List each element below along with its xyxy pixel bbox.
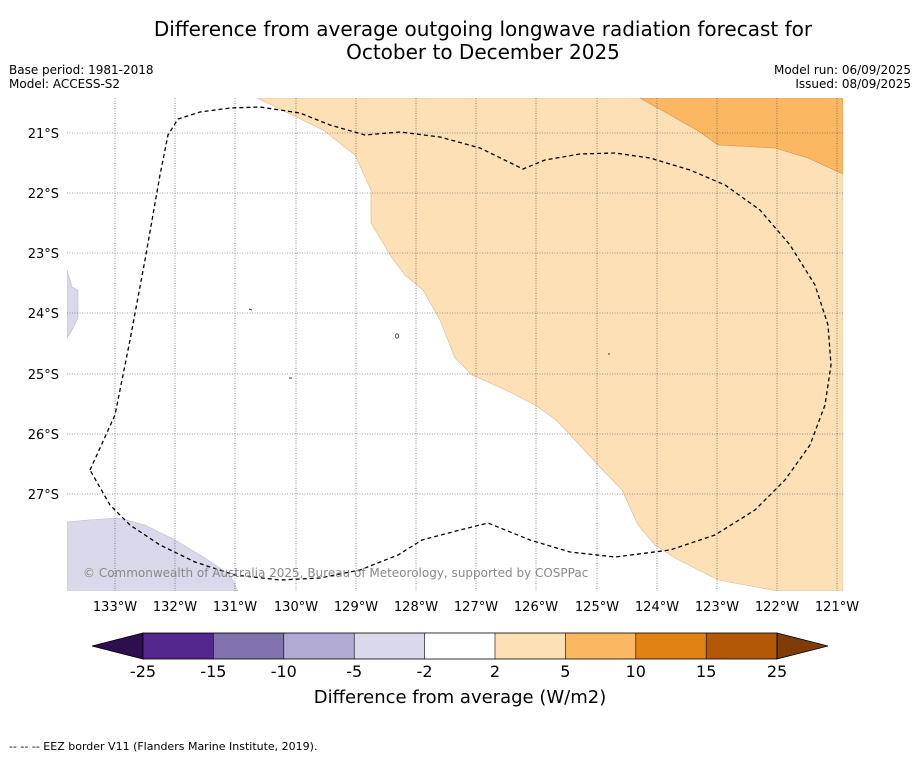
lon-label: 124°W (635, 600, 679, 615)
colorbar-dividers (213, 633, 707, 659)
colorbar-segment (213, 633, 284, 659)
island-speck (394, 333, 400, 339)
island-speck (248, 308, 253, 311)
lon-label: 127°W (454, 600, 498, 615)
colorbar-tick: -5 (346, 662, 362, 681)
lon-label: 132°W (153, 600, 197, 615)
colorbar-segment (565, 633, 636, 659)
colorbar-segment (495, 633, 566, 659)
latitude-labels: 21°S 22°S 23°S 24°S 25°S 26°S 27°S (28, 127, 59, 503)
colorbar-frame (142, 632, 778, 660)
map-panel: © Commonwealth of Australia 2025, Bureau… (67, 98, 843, 591)
colorbar-segment (143, 633, 214, 659)
lon-label: 129°W (334, 600, 378, 615)
colorbar-tick: 25 (767, 662, 787, 681)
model-name: Model: ACCESS-S2 (9, 77, 121, 91)
colorbar-extend-low (91, 632, 144, 660)
colorbar-tick: 5 (560, 662, 570, 681)
colorbar-tick: -25 (130, 662, 156, 681)
lat-label: 21°S (28, 127, 59, 142)
colorbar-segment (424, 633, 495, 659)
meta-left: Base period: 1981-2018 Model: ACCESS-S2 (9, 63, 154, 91)
eez-legend-note: -- -- -- EEZ border V11 (Flanders Marine… (9, 740, 318, 753)
colorbar-tick: -2 (417, 662, 433, 681)
negative-anomaly-region-southwest (67, 517, 239, 591)
lon-label: 123°W (695, 600, 739, 615)
lat-label: 22°S (28, 187, 59, 202)
colorbar-segment (354, 633, 425, 659)
colorbar: -25 -15 -10 -5 -2 2 5 10 15 25 Differenc… (91, 632, 829, 708)
lon-label: 122°W (755, 600, 799, 615)
lat-label: 23°S (28, 247, 59, 262)
lat-label: 25°S (28, 368, 59, 383)
copyright-text: © Commonwealth of Australia 2025, Bureau… (83, 566, 588, 580)
colorbar-segment (706, 633, 777, 659)
base-period: Base period: 1981-2018 (9, 63, 154, 77)
colorbar-extend-high (776, 632, 829, 660)
colorbar-label: Difference from average (W/m2) (314, 687, 606, 708)
colorbar-segment (635, 633, 707, 659)
issued-date: Issued: 08/09/2025 (795, 77, 911, 91)
graticule (67, 98, 843, 591)
positive-anomaly-region (256, 98, 843, 591)
lon-label: 126°W (514, 600, 558, 615)
eez-border (89, 106, 832, 581)
lat-label: 27°S (28, 488, 59, 503)
lon-label: 125°W (575, 600, 619, 615)
lon-label: 133°W (93, 600, 137, 615)
title-line-2: October to December 2025 (346, 40, 620, 64)
lat-label: 26°S (28, 428, 59, 443)
negative-anomaly-region-west (67, 269, 79, 339)
lon-label: 128°W (394, 600, 438, 615)
lon-label: 131°W (213, 600, 257, 615)
lon-label: 121°W (815, 600, 859, 615)
title-line-1: Difference from average outgoing longwav… (153, 17, 813, 41)
colorbar-tick: 15 (696, 662, 716, 681)
meta-right: Model run: 06/09/2025 Issued: 08/09/2025 (774, 63, 911, 91)
lon-label: 130°W (274, 600, 318, 615)
colorbar-tick: -15 (200, 662, 226, 681)
colorbar-tick: -10 (271, 662, 297, 681)
colorbar-tick: 2 (490, 662, 500, 681)
colorbar-segment (283, 633, 355, 659)
colorbar-tick: 10 (626, 662, 646, 681)
lat-label: 24°S (28, 307, 59, 322)
longitude-labels: 133°W 132°W 131°W 130°W 129°W 128°W 127°… (93, 600, 859, 615)
map-title: Difference from average outgoing longwav… (0, 18, 919, 64)
model-run: Model run: 06/09/2025 (773, 63, 911, 77)
strong-positive-anomaly-region (639, 98, 843, 175)
